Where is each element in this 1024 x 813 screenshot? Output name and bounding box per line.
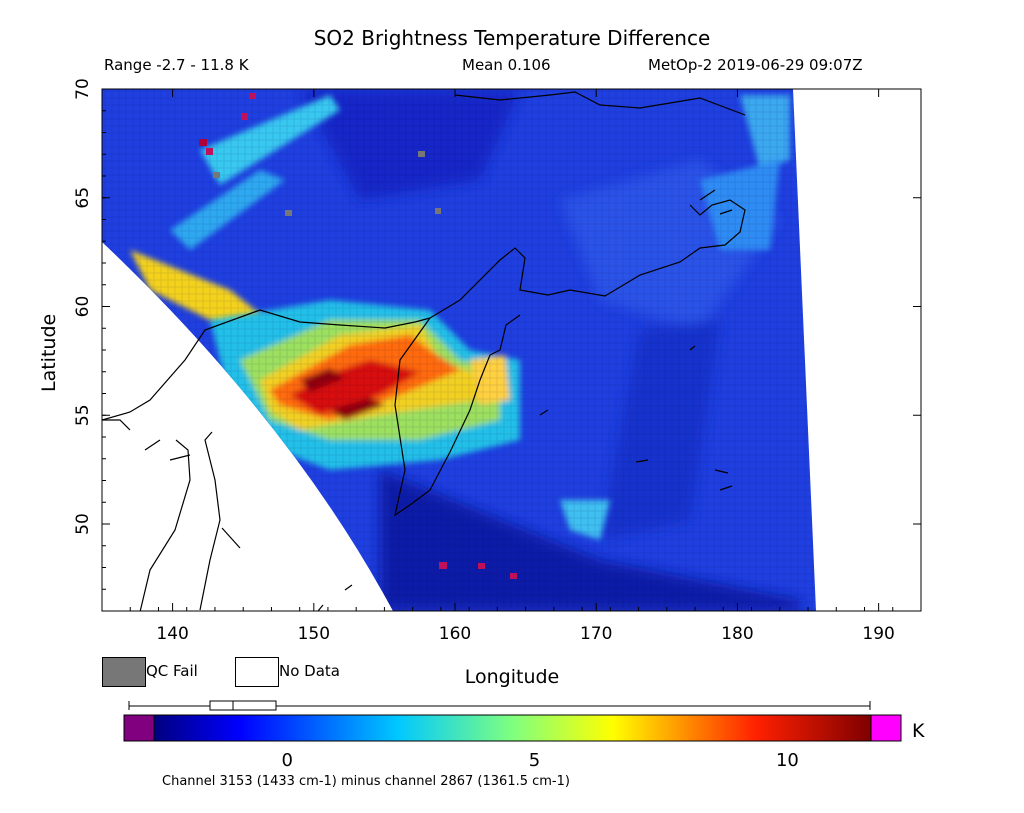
colorbar xyxy=(123,700,902,742)
data-field xyxy=(102,89,921,611)
mean-text: Mean 0.106 xyxy=(462,56,551,74)
y-tick-label: 65 xyxy=(73,187,93,209)
colorbar-under-swatch xyxy=(123,714,155,742)
y-tick-label: 50 xyxy=(73,513,93,535)
y-axis-label: Latitude xyxy=(38,313,60,392)
x-tick-label: 180 xyxy=(721,624,753,644)
colorbar-tick-label: 0 xyxy=(281,750,293,771)
colorbar-tick-label: 5 xyxy=(528,750,541,771)
colorbar-tick-label: 10 xyxy=(775,750,799,771)
range-text: Range -2.7 - 11.8 K xyxy=(104,56,249,74)
colorbar-unit: K xyxy=(912,720,925,742)
colorbar-boxplot xyxy=(209,700,277,711)
qc-fail-label: QC Fail xyxy=(146,662,198,680)
map-title: SO2 Brightness Temperature Difference xyxy=(313,26,711,50)
y-tick-label: 60 xyxy=(73,296,93,318)
x-tick-label: 190 xyxy=(862,624,894,644)
y-tick-label: 70 xyxy=(73,78,93,100)
x-tick-label: 140 xyxy=(156,624,188,644)
satellite-time-text: MetOp-2 2019-06-29 09:07Z xyxy=(648,56,863,74)
x-tick-label: 150 xyxy=(298,624,330,644)
x-tick-label: 170 xyxy=(580,624,612,644)
coastline xyxy=(102,91,746,611)
colorbar-gradient xyxy=(153,714,872,742)
channel-footnote: Channel 3153 (1433 cm-1) minus channel 2… xyxy=(162,774,570,789)
colorbar-over-swatch xyxy=(870,714,902,742)
no-data-swatch xyxy=(235,657,279,687)
no-data-label: No Data xyxy=(279,662,340,680)
y-tick-label: 55 xyxy=(73,404,93,426)
x-axis-label: Longitude xyxy=(464,666,560,688)
qc-fail-swatch xyxy=(102,657,146,687)
x-tick-label: 160 xyxy=(439,624,471,644)
